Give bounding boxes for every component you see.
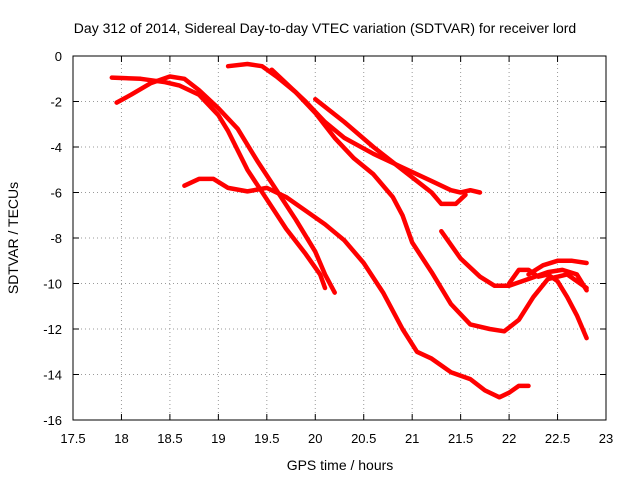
y-tick-label: -6 (50, 186, 62, 201)
x-tick-label: 18 (114, 431, 128, 446)
y-tick-label: -8 (50, 231, 62, 246)
series-line-track-8 (506, 267, 589, 341)
axis-ticks: 17.5 18 18.5 19 19.5 20 20.5 21 21.5 22 22.5 23 0 -2 -… (43, 49, 613, 446)
series-line-track-2 (109, 75, 328, 291)
x-tick-label: 20.5 (351, 431, 376, 446)
x-tick-label: 17.5 (60, 431, 85, 446)
y-tick-label: -14 (43, 368, 62, 383)
y-tick-label: 0 (55, 49, 62, 64)
x-tick-label: 19.5 (254, 431, 279, 446)
y-tick-label: -2 (50, 95, 62, 110)
series-group (109, 61, 589, 400)
y-tick-label: -12 (43, 322, 62, 337)
x-tick-label: 23 (599, 431, 613, 446)
x-tick-label: 20 (308, 431, 322, 446)
y-tick-label: -4 (50, 140, 62, 155)
x-axis-label: GPS time / hours (287, 457, 394, 473)
x-tick-label: 21.5 (448, 431, 473, 446)
chart-title: Day 312 of 2014, Sidereal Day-to-day VTE… (74, 20, 576, 36)
series-line-track-3 (182, 176, 531, 400)
y-tick-label: -16 (43, 413, 62, 428)
x-tick-label: 21 (405, 431, 419, 446)
series-line-track-6 (313, 96, 468, 207)
x-tick-label: 18.5 (157, 431, 182, 446)
x-tick-label: 22.5 (545, 431, 570, 446)
series-line-track-7 (439, 228, 589, 293)
x-tick-label: 22 (502, 431, 516, 446)
x-tick-label: 19 (211, 431, 225, 446)
series-line-track-9 (526, 258, 589, 277)
y-tick-label: -10 (43, 277, 62, 292)
y-axis-label: SDTVAR / TECUs (5, 182, 21, 294)
